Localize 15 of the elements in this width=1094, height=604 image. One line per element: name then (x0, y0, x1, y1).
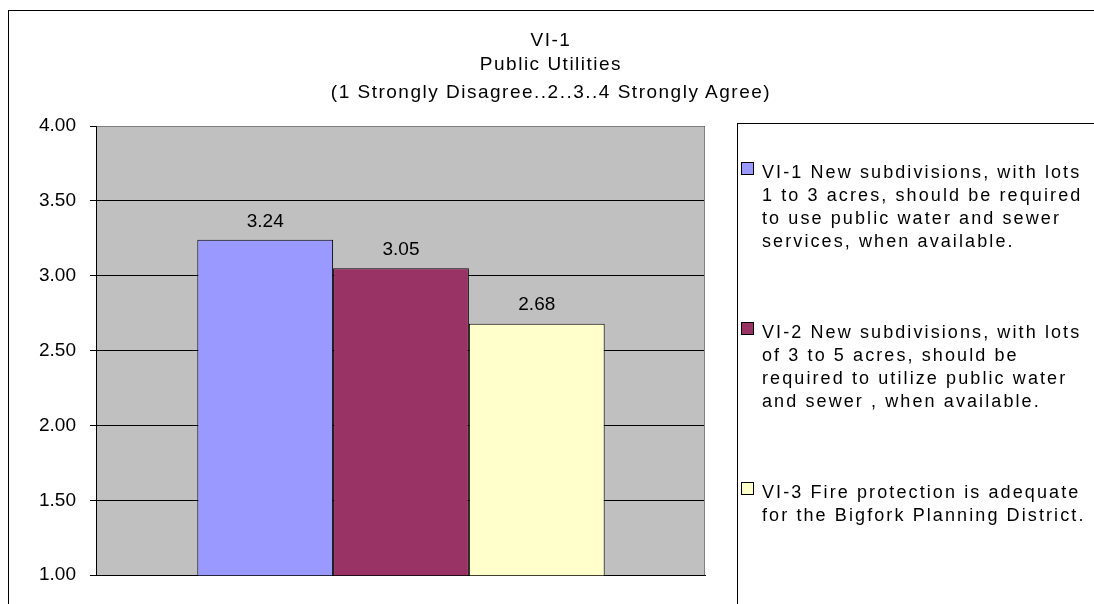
y-tick-label: 2.50 (39, 338, 76, 360)
legend-label: VI-1 New subdivisions, with lots 1 to 3 acres, should be required to use public water and sewer services, when available. (762, 161, 1084, 253)
legend-label: VI-2 New subdivisions, with lots of 3 to 5 acres, should be required to utilize public water and sewer , when available. (762, 321, 1083, 413)
y-tick-label: 3.00 (39, 263, 76, 285)
y-tick-label: 3.50 (39, 189, 76, 211)
chart-title: VI-1 Public Utilities (478, 28, 624, 76)
y-tick-label: 1.50 (39, 488, 76, 510)
data-label: 2.68 (518, 293, 556, 315)
legend-label: VI-3 Fire protection is adequate for the Bigfork Planning District. (762, 481, 1087, 527)
data-label: 3.24 (246, 209, 285, 231)
y-tick-label: 2.00 (39, 413, 76, 435)
data-label: 3.05 (382, 237, 420, 259)
chart-subtitle: (1 Strongly Disagree..2..3..4 Strongly Agree) (329, 80, 773, 104)
y-tick-label: 4.00 (39, 114, 76, 136)
y-tick-label: 1.00 (39, 563, 76, 585)
